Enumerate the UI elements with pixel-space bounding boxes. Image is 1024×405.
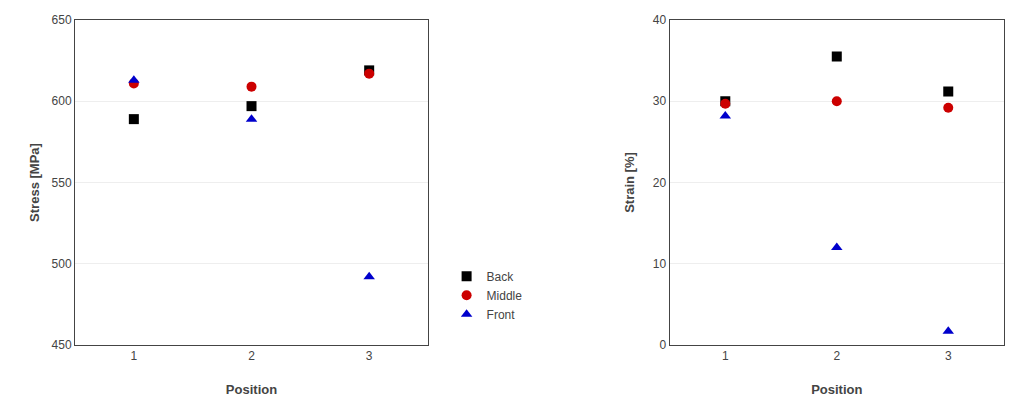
svg-text:550: 550 (52, 176, 72, 190)
svg-text:Strain [%]: Strain [%] (622, 152, 637, 213)
svg-text:500: 500 (52, 257, 72, 271)
svg-text:Back: Back (487, 270, 515, 284)
svg-text:Position: Position (811, 382, 862, 397)
svg-text:30: 30 (653, 94, 667, 108)
svg-text:650: 650 (52, 13, 72, 27)
svg-text:20: 20 (653, 176, 667, 190)
svg-text:1: 1 (722, 349, 729, 363)
svg-text:Front: Front (487, 308, 516, 322)
svg-text:2: 2 (248, 349, 255, 363)
svg-text:3: 3 (945, 349, 952, 363)
svg-text:450: 450 (52, 338, 72, 352)
svg-text:1: 1 (130, 349, 137, 363)
svg-text:Middle: Middle (487, 289, 523, 303)
svg-text:600: 600 (52, 94, 72, 108)
svg-text:40: 40 (653, 13, 667, 27)
svg-text:0: 0 (659, 338, 666, 352)
svg-text:Stress [MPa]: Stress [MPa] (27, 143, 42, 222)
svg-text:Position: Position (226, 382, 277, 397)
svg-text:2: 2 (833, 349, 840, 363)
svg-text:10: 10 (653, 257, 667, 271)
svg-text:3: 3 (366, 349, 373, 363)
